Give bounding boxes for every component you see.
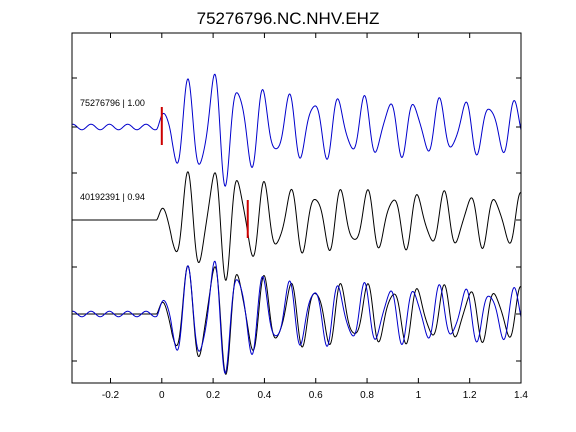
x-tick-label: -0.2 (102, 390, 120, 401)
axes-frame (71, 32, 522, 384)
x-tick-label: 0 (159, 390, 165, 401)
waveform-trace-1 (71, 73, 522, 187)
x-tick-label: 0.8 (360, 390, 374, 401)
overlay-trace-2 (72, 265, 522, 375)
x-tick-label: 1.2 (463, 390, 477, 401)
trace-label-1: 75276796 | 1.00 (80, 98, 145, 108)
x-tick-label: 1 (416, 390, 422, 401)
x-tick-label: 0.2 (206, 390, 220, 401)
trace-label-2: 40192391 | 0.94 (80, 192, 145, 202)
overlay-trace-1 (71, 260, 522, 374)
waveform-trace-2 (72, 171, 522, 281)
traces-layer (71, 73, 522, 375)
x-tick-label: 0.4 (257, 390, 271, 401)
ticks-layer: -0.2 0 0.2 0.4 0.6 0.8 1 1.2 1.4 (72, 33, 528, 401)
x-tick-label: 1.4 (514, 390, 528, 401)
chart-title: 75276796.NC.NHV.EHZ (197, 9, 380, 28)
x-tick-label: 0.6 (309, 390, 323, 401)
